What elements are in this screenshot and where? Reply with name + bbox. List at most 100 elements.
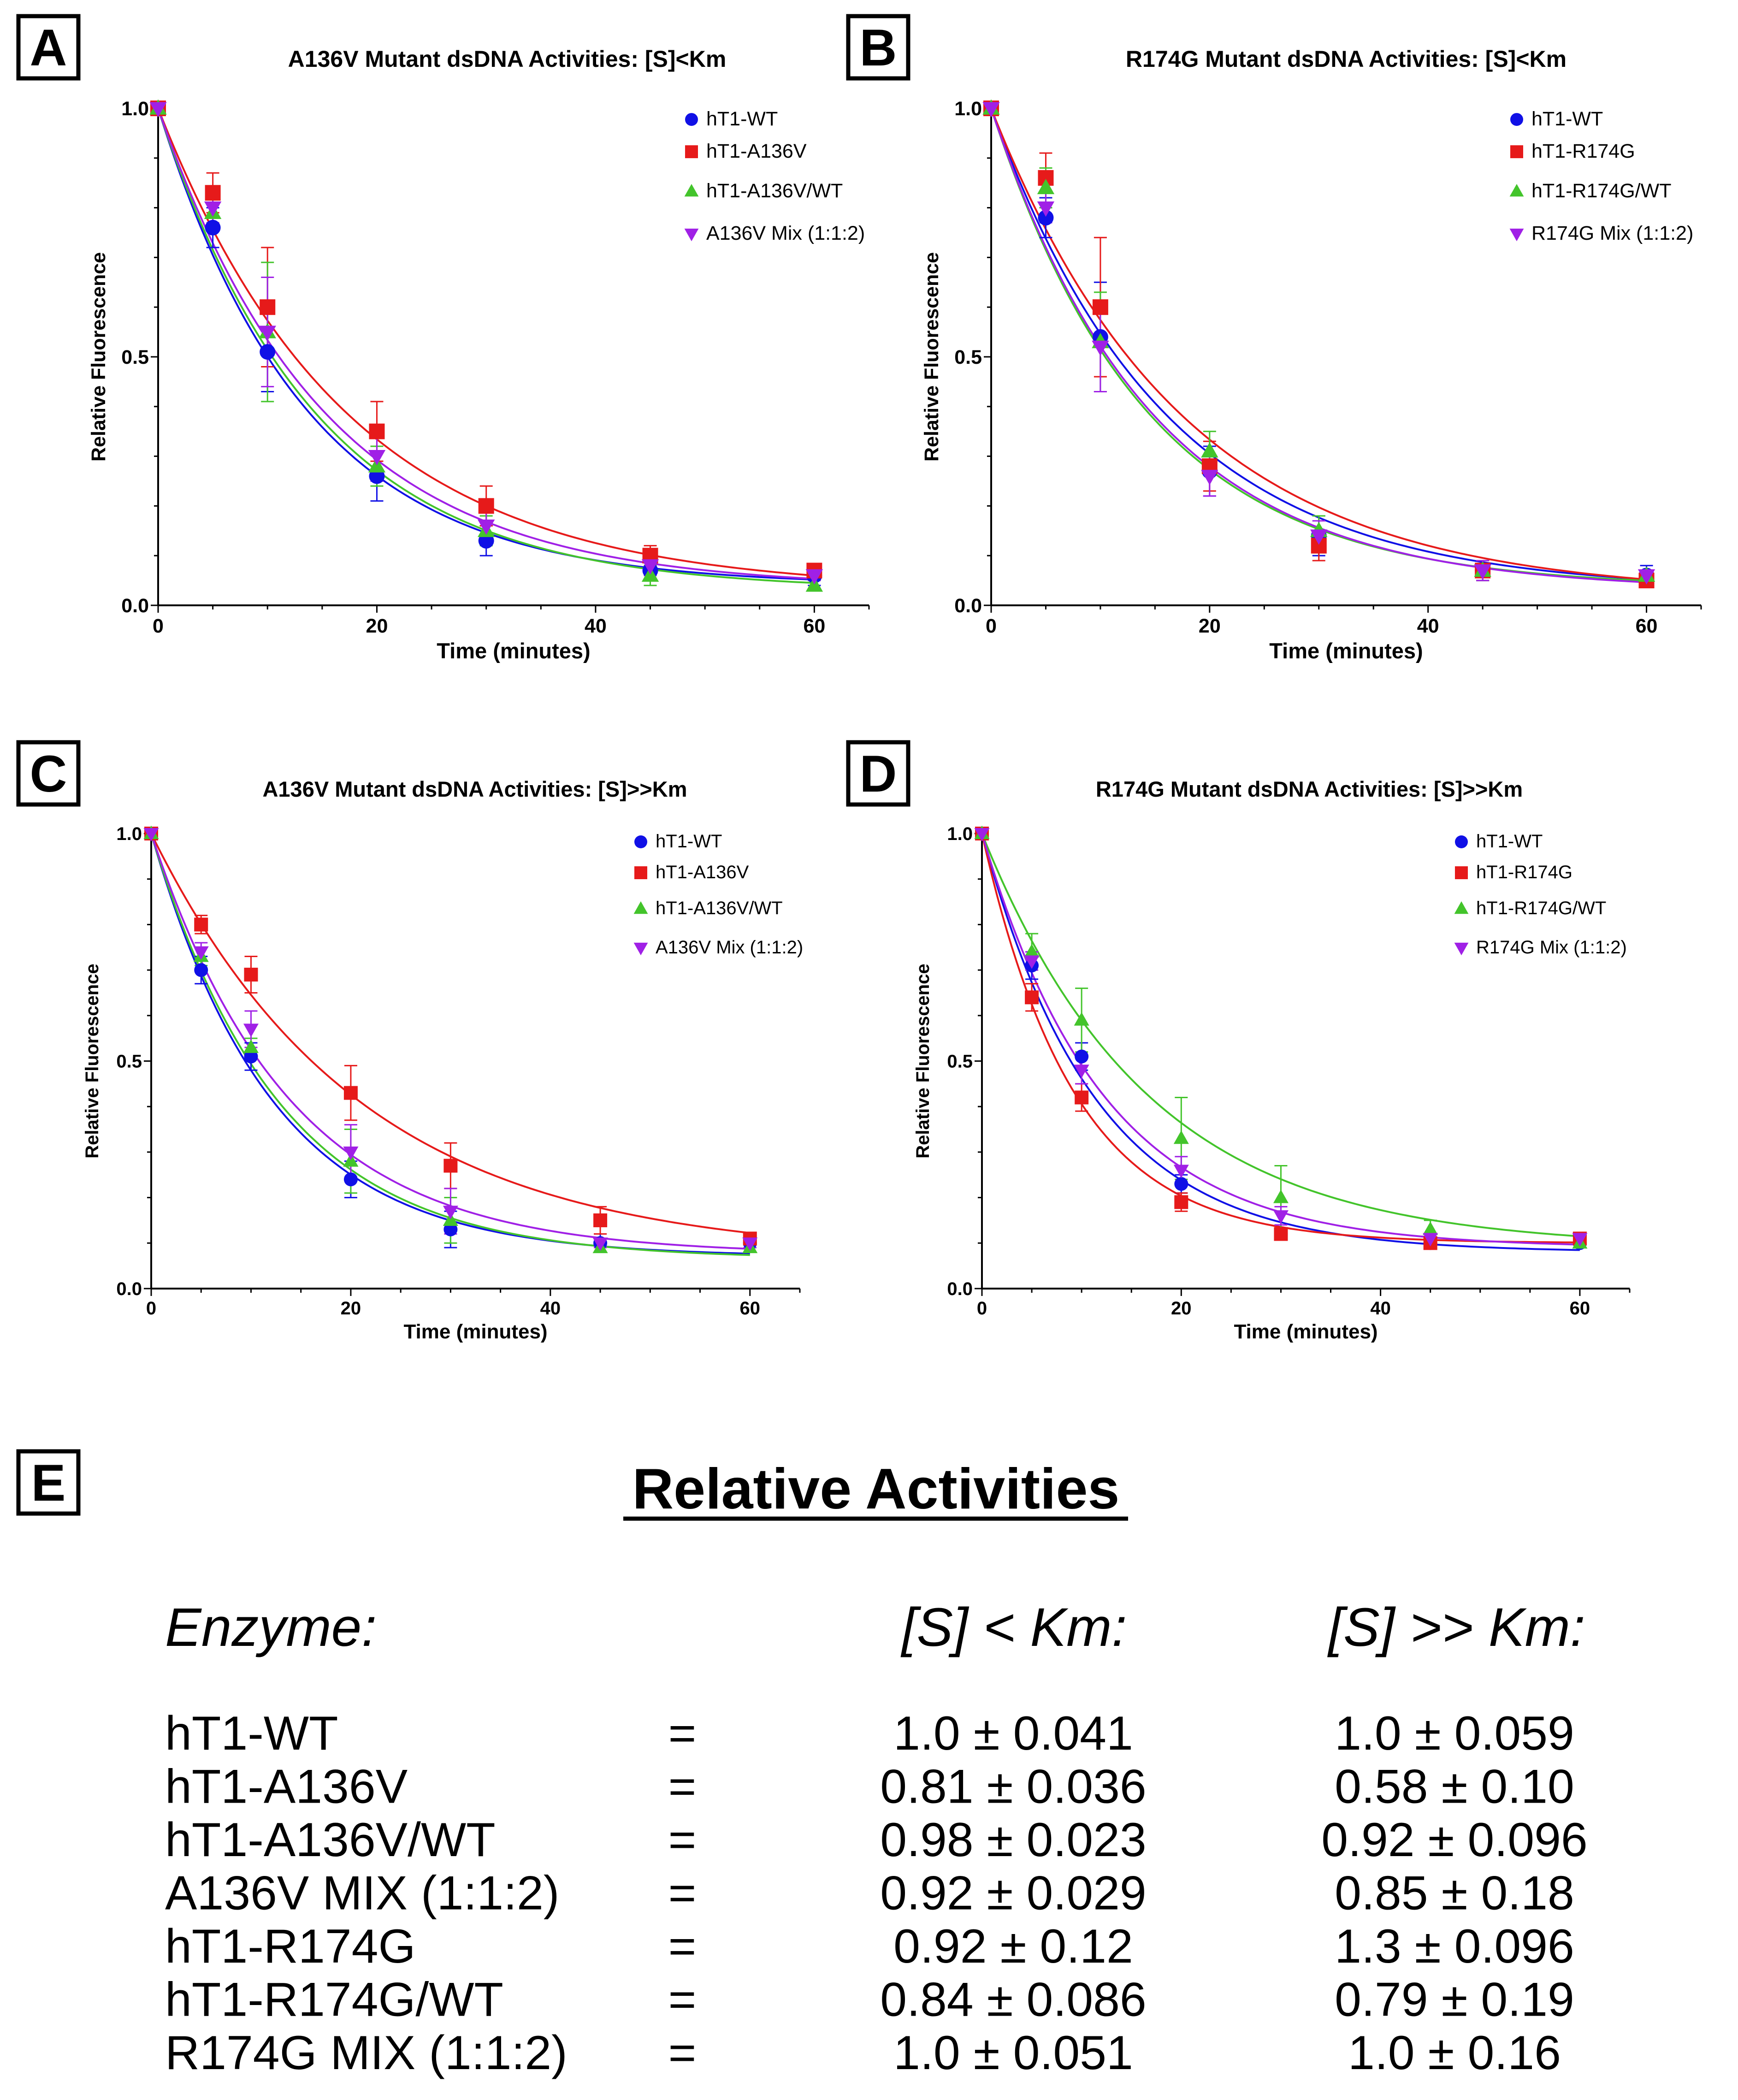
- data-point: [244, 967, 258, 982]
- data-point: [1273, 1189, 1289, 1203]
- data-point: [369, 423, 385, 439]
- data-point: [1201, 470, 1218, 485]
- panel-letter: C: [30, 745, 67, 803]
- chart-panel-d: D R174G Mutant dsDNA Activities: [S]>>Km 0…: [846, 740, 1631, 1343]
- y-tick-label: 0.5: [116, 1052, 142, 1072]
- panel-letter: E: [31, 1454, 66, 1512]
- panel-letter: D: [860, 745, 897, 803]
- y-tick-label: 0.5: [121, 346, 149, 368]
- legend-marker: [634, 866, 647, 879]
- data-point: [194, 963, 208, 977]
- x-tick-label: 40: [1417, 615, 1439, 637]
- data-point: [243, 1023, 259, 1037]
- legend-label: hT1-R174G/WT: [1476, 898, 1606, 918]
- table-cell-enzyme: A136V MIX (1:1:2): [165, 1867, 560, 1920]
- data-point: [343, 1086, 358, 1100]
- data-point: [1274, 1227, 1288, 1241]
- x-tick-label: 20: [366, 615, 388, 637]
- x-tick-label: 20: [1171, 1298, 1192, 1319]
- data-point: [343, 1172, 358, 1187]
- data-point: [1173, 1165, 1189, 1178]
- legend-marker: [1509, 228, 1524, 242]
- table-cell-enzyme: R174G MIX (1:1:2): [165, 2026, 568, 2080]
- chart-title: R174G Mutant dsDNA Activities: [S]>>Km: [1096, 777, 1523, 801]
- table-cell-s-lt-km: 0.98 ± 0.023: [880, 1813, 1147, 1867]
- x-tick-label: 40: [540, 1298, 561, 1319]
- table-cell-enzyme: hT1-A136V/WT: [165, 1813, 496, 1867]
- data-point: [1201, 442, 1218, 458]
- panel-letter-box: [16, 740, 81, 807]
- legend-label: hT1-A136V: [706, 140, 807, 162]
- data-point: [343, 1146, 359, 1160]
- panel-letter-box: [16, 1449, 81, 1516]
- data-point: [477, 519, 495, 535]
- panel-e: E Relative Activities Enzyme: [S] < Km: …: [16, 1449, 1588, 2080]
- y-tick-label: 1.0: [121, 98, 149, 120]
- legend-marker: [1454, 901, 1469, 914]
- legend-label: hT1-A136V: [656, 862, 749, 882]
- data-point: [742, 1237, 758, 1251]
- x-axis-label: Time (minutes): [437, 639, 590, 663]
- table-cell-equals: =: [668, 1867, 697, 1920]
- legend-label: hT1-R174G: [1531, 140, 1635, 162]
- table-cell-equals: =: [668, 1760, 697, 1814]
- table-cell-equals: =: [668, 1920, 697, 1973]
- x-axis-label: Time (minutes): [1234, 1320, 1377, 1343]
- table-cell-s-gg-km: 1.0 ± 0.16: [1348, 2026, 1561, 2080]
- table-cell-s-lt-km: 0.84 ± 0.086: [880, 1973, 1147, 2027]
- table-cell-enzyme: hT1-WT: [165, 1707, 338, 1760]
- data-point: [443, 1159, 458, 1173]
- data-point: [149, 102, 167, 118]
- data-point: [982, 102, 1000, 118]
- data-point: [1474, 564, 1491, 580]
- data-point: [259, 325, 276, 341]
- chart-panel-b: B R174G Mutant dsDNA Activities: [S]<Km 0.…: [846, 14, 1702, 663]
- x-tick-label: 0: [153, 615, 164, 637]
- table-body: hT1-WT = 1.0 ± 0.041 1.0 ± 0.059 hT1-A136V = 0…: [165, 1707, 1588, 2080]
- legend-marker: [1509, 184, 1524, 197]
- legend-label: hT1-WT: [1476, 831, 1543, 852]
- legend-marker: [685, 113, 698, 126]
- column-header-s-gg-km: [S] >> Km:: [1327, 1597, 1585, 1658]
- data-point: [1025, 990, 1039, 1005]
- data-point: [1024, 944, 1040, 958]
- panel-letter-box: [846, 14, 910, 81]
- legend-label: A136V Mix (1:1:2): [706, 222, 865, 244]
- x-tick-label: 60: [1570, 1298, 1590, 1319]
- data-point: [1092, 299, 1108, 315]
- data-point: [1074, 1012, 1089, 1026]
- table-cell-s-lt-km: 0.92 ± 0.12: [893, 1920, 1133, 1973]
- data-point: [641, 559, 659, 575]
- panel-letter: B: [860, 19, 897, 77]
- data-point: [1638, 569, 1655, 585]
- legend-label: hT1-R174G: [1476, 862, 1572, 882]
- fit-curve-ht1-r174g: [990, 108, 1647, 580]
- y-axis-label: Relative Fluorescence: [88, 252, 110, 461]
- data-point: [143, 828, 159, 842]
- legend-marker: [1454, 942, 1469, 956]
- table-cell-s-lt-km: 1.0 ± 0.041: [893, 1707, 1133, 1760]
- table-cell-equals: =: [668, 1707, 697, 1760]
- data-point: [593, 1213, 608, 1227]
- chart-panel-a: A A136V Mutant dsDNA Activities: [S]<Km 0.…: [16, 14, 870, 663]
- table-cell-equals: =: [668, 1973, 697, 2027]
- table-cell-s-gg-km: 0.92 ± 0.096: [1321, 1813, 1588, 1867]
- table-heading: Relative Activities: [633, 1457, 1120, 1521]
- data-point: [1423, 1233, 1438, 1247]
- x-tick-label: 60: [803, 615, 825, 637]
- data-point: [443, 1206, 458, 1219]
- panel-letter: A: [30, 19, 67, 77]
- y-tick-label: 0.0: [947, 1279, 973, 1299]
- legend-marker: [684, 184, 699, 197]
- x-tick-label: 20: [341, 1298, 361, 1319]
- y-tick-label: 1.0: [116, 824, 142, 844]
- legend-marker: [1455, 866, 1468, 879]
- legend-label: hT1-WT: [706, 108, 778, 130]
- data-point: [368, 450, 386, 466]
- table-cell-enzyme: hT1-R174G/WT: [165, 1973, 503, 2027]
- data-point: [1572, 1233, 1588, 1247]
- chart-title: A136V Mutant dsDNA Activities: [S]>>Km: [262, 777, 687, 801]
- data-point: [1423, 1221, 1438, 1235]
- x-tick-label: 40: [1370, 1298, 1391, 1319]
